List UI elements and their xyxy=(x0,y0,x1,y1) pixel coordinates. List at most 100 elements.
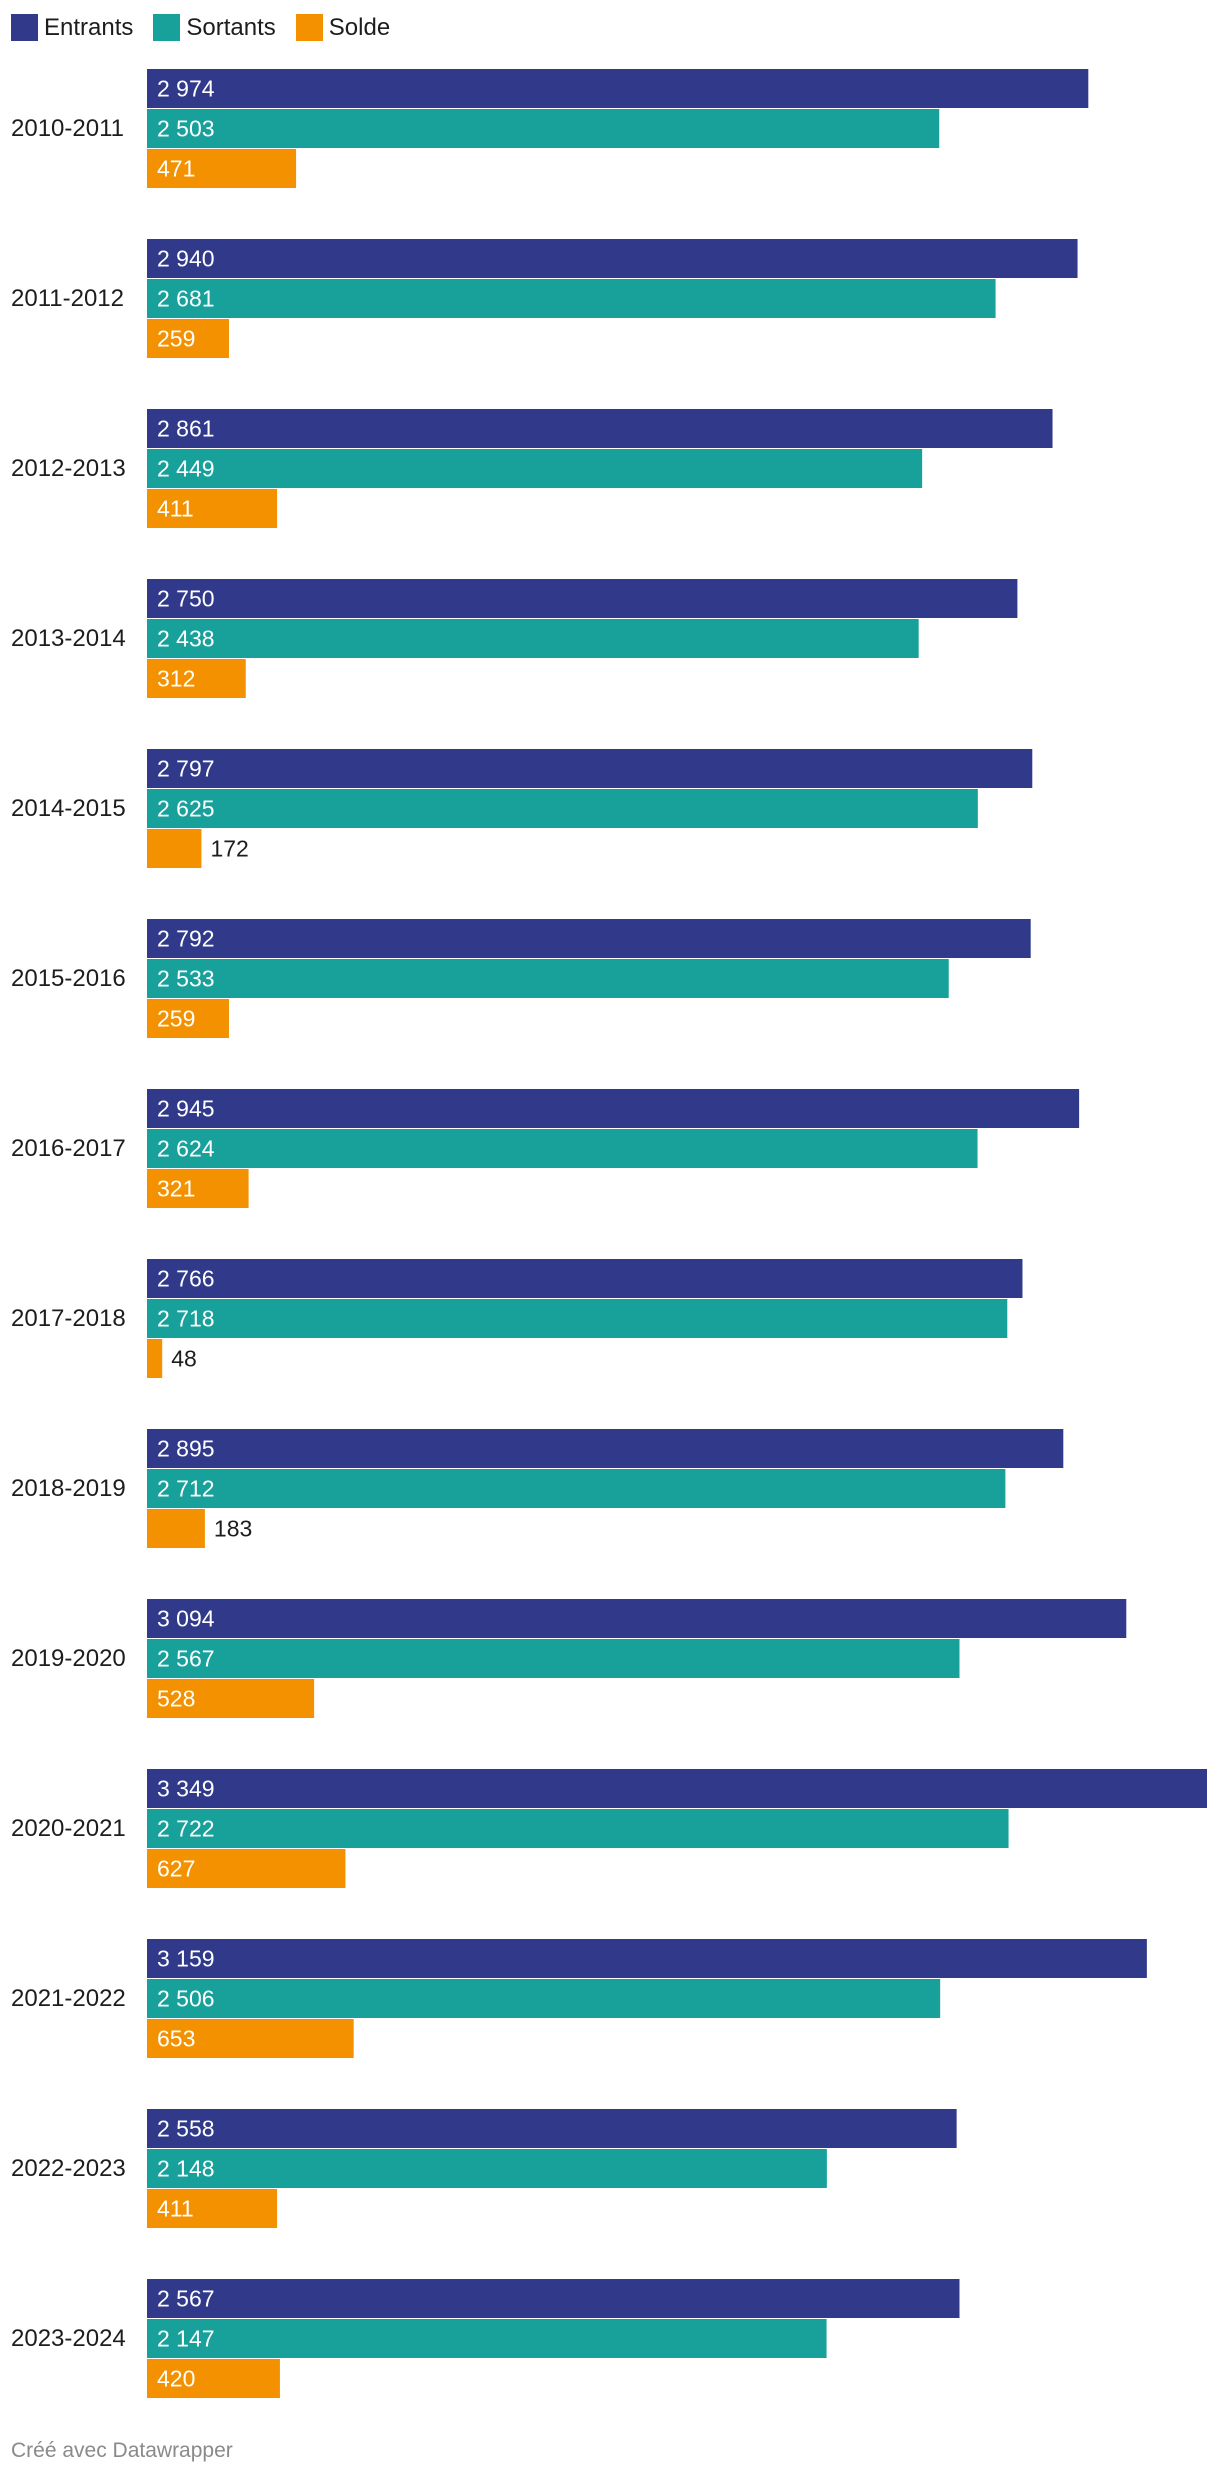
bar-entrants-2013-2014 xyxy=(147,579,1018,618)
bar-solde-2012-2013 xyxy=(147,489,278,528)
bar-solde-2016-2017 xyxy=(147,1169,249,1208)
bar-group-2013-2014: 2013-2014 2 750 2 438 312 xyxy=(11,579,1018,698)
category-label: 2016-2017 xyxy=(11,1135,126,1162)
value-label-entrants: 2 895 xyxy=(157,1436,215,1462)
value-label-solde: 321 xyxy=(157,1176,195,1202)
value-label-sortants: 2 438 xyxy=(157,626,215,652)
bar-sortants-2022-2023 xyxy=(147,2149,827,2188)
bar-sortants-2013-2014 xyxy=(147,619,919,658)
value-label-sortants: 2 506 xyxy=(157,1986,215,2012)
bar-sortants-2010-2011 xyxy=(147,109,940,148)
value-label-entrants: 2 945 xyxy=(157,1096,215,1122)
bar-group-2018-2019: 2018-2019 2 895 2 712 183 xyxy=(11,1429,1064,1548)
legend-item-solde: Solde xyxy=(295,14,390,41)
value-label-sortants: 2 722 xyxy=(157,1816,215,1842)
category-label: 2020-2021 xyxy=(11,1815,126,1842)
category-label: 2010-2011 xyxy=(11,115,124,142)
bar-solde-2021-2022 xyxy=(147,2019,354,2058)
value-label-sortants: 2 148 xyxy=(157,2156,215,2182)
bar-group-2010-2011: 2010-2011 2 974 2 503 471 xyxy=(11,69,1089,188)
category-label: 2017-2018 xyxy=(11,1305,126,1332)
bar-solde-2010-2011 xyxy=(147,149,297,188)
value-label-entrants: 2 940 xyxy=(157,246,215,272)
bar-solde-2019-2020 xyxy=(147,1679,315,1718)
category-label: 2023-2024 xyxy=(11,2325,126,2352)
value-label-entrants: 3 349 xyxy=(157,1776,215,1802)
category-label: 2015-2016 xyxy=(11,965,126,992)
bar-entrants-2018-2019 xyxy=(147,1429,1064,1468)
bar-sortants-2018-2019 xyxy=(147,1469,1006,1508)
value-label-entrants: 2 567 xyxy=(157,2286,215,2312)
value-label-entrants: 3 159 xyxy=(157,1946,215,1972)
value-label-entrants: 2 974 xyxy=(157,76,215,102)
bar-solde-2017-2018 xyxy=(147,1339,163,1378)
bar-entrants-2022-2023 xyxy=(147,2109,957,2148)
bar-solde-2018-2019 xyxy=(147,1509,205,1548)
bar-sortants-2015-2016 xyxy=(147,959,949,998)
bar-group-2023-2024: 2023-2024 2 567 2 147 420 xyxy=(11,2279,960,2398)
category-label: 2019-2020 xyxy=(11,1645,126,1672)
value-label-entrants: 2 792 xyxy=(157,926,215,952)
bar-entrants-2010-2011 xyxy=(147,69,1089,108)
bar-entrants-2015-2016 xyxy=(147,919,1031,958)
category-label: 2012-2013 xyxy=(11,455,126,482)
bar-entrants-2016-2017 xyxy=(147,1089,1080,1128)
value-label-entrants: 2 766 xyxy=(157,1266,215,1292)
value-label-sortants: 2 503 xyxy=(157,116,215,142)
bar-entrants-2021-2022 xyxy=(147,1939,1147,1978)
value-label-solde: 183 xyxy=(214,1516,252,1542)
value-label-sortants: 2 681 xyxy=(157,286,215,312)
value-label-solde: 259 xyxy=(157,1006,195,1032)
footer-credit: Créé avec Datawrapper xyxy=(11,2439,233,2462)
bar-entrants-2011-2012 xyxy=(147,239,1078,278)
value-label-solde: 627 xyxy=(157,1856,195,1882)
bar-solde-2013-2014 xyxy=(147,659,246,698)
value-label-entrants: 2 558 xyxy=(157,2116,215,2142)
bar-sortants-2019-2020 xyxy=(147,1639,960,1678)
bar-group-2019-2020: 2019-2020 3 094 2 567 528 xyxy=(11,1599,1127,1718)
bar-group-2016-2017: 2016-2017 2 945 2 624 321 xyxy=(11,1089,1080,1208)
value-label-sortants: 2 712 xyxy=(157,1476,215,1502)
legend-item-sortants: Sortants xyxy=(153,14,276,41)
value-label-solde: 312 xyxy=(157,666,195,692)
value-label-solde: 411 xyxy=(157,496,194,522)
value-label-sortants: 2 533 xyxy=(157,966,215,992)
legend: Entrants Sortants Solde xyxy=(11,14,390,41)
legend-swatch-entrants xyxy=(11,14,38,41)
bar-solde-2022-2023 xyxy=(147,2189,278,2228)
bar-solde-2023-2024 xyxy=(147,2359,280,2398)
bar-chart: 2010-2011 2 974 2 503 471 2011-2012 2 940 2 68… xyxy=(11,69,1207,2398)
value-label-solde: 48 xyxy=(171,1346,197,1372)
bar-group-2020-2021: 2020-2021 3 349 2 722 627 xyxy=(11,1769,1207,1888)
category-label: 2021-2022 xyxy=(11,1985,126,2012)
category-label: 2018-2019 xyxy=(11,1475,126,1502)
legend-label-sortants: Sortants xyxy=(186,14,276,41)
legend-swatch-sortants xyxy=(153,14,181,41)
value-label-sortants: 2 449 xyxy=(157,456,215,482)
bar-sortants-2020-2021 xyxy=(147,1809,1009,1848)
value-label-solde: 259 xyxy=(157,326,195,352)
bar-entrants-2012-2013 xyxy=(147,409,1053,448)
value-label-sortants: 2 624 xyxy=(157,1136,215,1162)
bar-group-2022-2023: 2022-2023 2 558 2 148 411 xyxy=(11,2109,957,2228)
category-label: 2022-2023 xyxy=(11,2155,126,2182)
bar-sortants-2016-2017 xyxy=(147,1129,978,1168)
bar-group-2021-2022: 2021-2022 3 159 2 506 653 xyxy=(11,1939,1147,2058)
bar-sortants-2014-2015 xyxy=(147,789,978,828)
value-label-solde: 471 xyxy=(157,156,195,182)
bar-entrants-2020-2021 xyxy=(147,1769,1207,1808)
legend-swatch-solde xyxy=(295,14,323,41)
value-label-entrants: 2 797 xyxy=(157,756,215,782)
legend-item-entrants: Entrants xyxy=(11,14,133,41)
category-label: 2014-2015 xyxy=(11,795,126,822)
value-label-solde: 411 xyxy=(157,2196,194,2222)
bar-sortants-2021-2022 xyxy=(147,1979,941,2018)
bar-entrants-2017-2018 xyxy=(147,1259,1023,1298)
value-label-solde: 653 xyxy=(157,2026,195,2052)
value-label-solde: 420 xyxy=(157,2366,195,2392)
value-label-entrants: 3 094 xyxy=(157,1606,215,1632)
bar-entrants-2023-2024 xyxy=(147,2279,960,2318)
bar-solde-2014-2015 xyxy=(147,829,202,868)
value-label-sortants: 2 147 xyxy=(157,2326,215,2352)
bar-entrants-2014-2015 xyxy=(147,749,1033,788)
